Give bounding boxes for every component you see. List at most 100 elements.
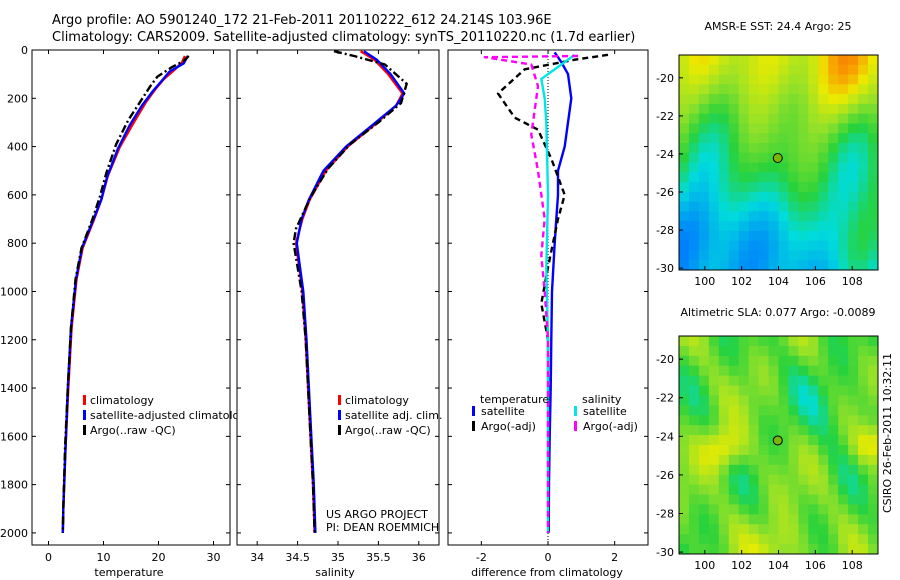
map-cell (728, 524, 740, 535)
map-cell (728, 64, 740, 76)
map-cell (679, 405, 690, 416)
map-cell (798, 445, 809, 456)
map-cell (738, 240, 750, 252)
map-cell (768, 544, 780, 554)
map-cell (728, 425, 740, 436)
map-cell (848, 240, 859, 252)
map-cell (738, 191, 750, 203)
map-cell (698, 162, 710, 173)
x-tick-label: 102 (731, 559, 752, 572)
map-cell (848, 55, 859, 66)
map-cell (848, 514, 859, 525)
legend-swatch-satellite (83, 410, 86, 420)
map-cell (828, 113, 839, 125)
map-cell (858, 55, 869, 66)
map-cell (718, 484, 730, 496)
map-cell (718, 55, 730, 66)
map-cell (798, 504, 809, 515)
figure-title-line1: Argo profile: AO 5901240_172 21-Feb-2011… (52, 13, 552, 28)
x-tick-label: 10 (97, 551, 111, 564)
map-cell (778, 162, 790, 173)
map-cell (698, 514, 710, 525)
map-cell (858, 64, 869, 76)
map-cell (698, 230, 710, 242)
map-cell (708, 385, 720, 397)
map-cell (728, 113, 740, 125)
map-cell (768, 474, 780, 486)
x-tick-label: 35.5 (366, 551, 391, 564)
map-cell (818, 182, 829, 193)
map-cell (788, 445, 799, 456)
map-cell (868, 494, 878, 506)
map-cell (848, 123, 859, 134)
legend-label-climatology: climatology (345, 394, 409, 407)
sst-map-title: AMSR-E SST: 24.4 Argo: 25 (704, 20, 851, 33)
map-cell (808, 345, 819, 357)
map-cell (748, 345, 760, 357)
map-cell (758, 524, 770, 535)
y-tick-label: 0 (21, 44, 28, 57)
map-cell (679, 103, 690, 115)
map-cell (758, 464, 770, 476)
map-cell (788, 494, 799, 506)
map-cell (748, 524, 760, 535)
map-cell (798, 395, 809, 406)
map-cell (808, 415, 819, 426)
map-cell (768, 84, 780, 95)
map-cell (788, 103, 799, 115)
map-cell (788, 425, 799, 436)
map-cell (868, 454, 878, 466)
map-cell (808, 123, 819, 134)
map-cell (768, 534, 780, 545)
map-cell (698, 534, 710, 545)
map-cell (728, 484, 740, 496)
map-cell (868, 250, 878, 261)
map-cell (828, 221, 839, 232)
map-cell (758, 474, 770, 486)
map-cell (738, 55, 750, 66)
map-cell (788, 544, 799, 554)
map-cell (838, 425, 849, 436)
map-cell (748, 64, 760, 76)
map-cell (848, 454, 859, 466)
map-cell (708, 464, 720, 476)
map-cell (679, 230, 690, 242)
map-cell (679, 534, 690, 545)
map-cell (748, 336, 760, 347)
map-cell (838, 74, 849, 85)
map-cell (718, 162, 730, 173)
map-cell (738, 211, 750, 222)
map-cell (868, 415, 878, 426)
temperature-legend: climatology satellite-adjusted climatolo… (83, 394, 253, 437)
map-cell (768, 74, 780, 85)
map-cell (698, 191, 710, 203)
map-cell (778, 425, 790, 436)
map-cell (858, 464, 869, 476)
map-cell (858, 385, 869, 397)
map-cell (679, 133, 690, 144)
map-cell (828, 230, 839, 242)
map-cell (718, 113, 730, 125)
x-tick-label: 0 (45, 551, 52, 564)
map-cell (848, 221, 859, 232)
map-cell (728, 514, 740, 525)
map-cell (728, 152, 740, 164)
y-tick-label: -30 (656, 262, 674, 275)
map-cell (738, 64, 750, 76)
map-cell (768, 191, 780, 203)
map-cell (728, 365, 740, 377)
legend-swatch-sal-argo (574, 421, 577, 431)
map-cell (788, 395, 799, 406)
map-cell (798, 201, 809, 212)
map-cell (848, 375, 859, 387)
map-cell (688, 544, 700, 554)
map-cell (848, 182, 859, 193)
map-cell (798, 544, 809, 554)
map-cell (688, 474, 700, 486)
map-cell (798, 454, 809, 466)
map-cell (748, 395, 760, 406)
map-cell (818, 55, 829, 66)
map-cell (818, 534, 829, 545)
map-cell (828, 64, 839, 76)
map-cell (788, 260, 799, 270)
